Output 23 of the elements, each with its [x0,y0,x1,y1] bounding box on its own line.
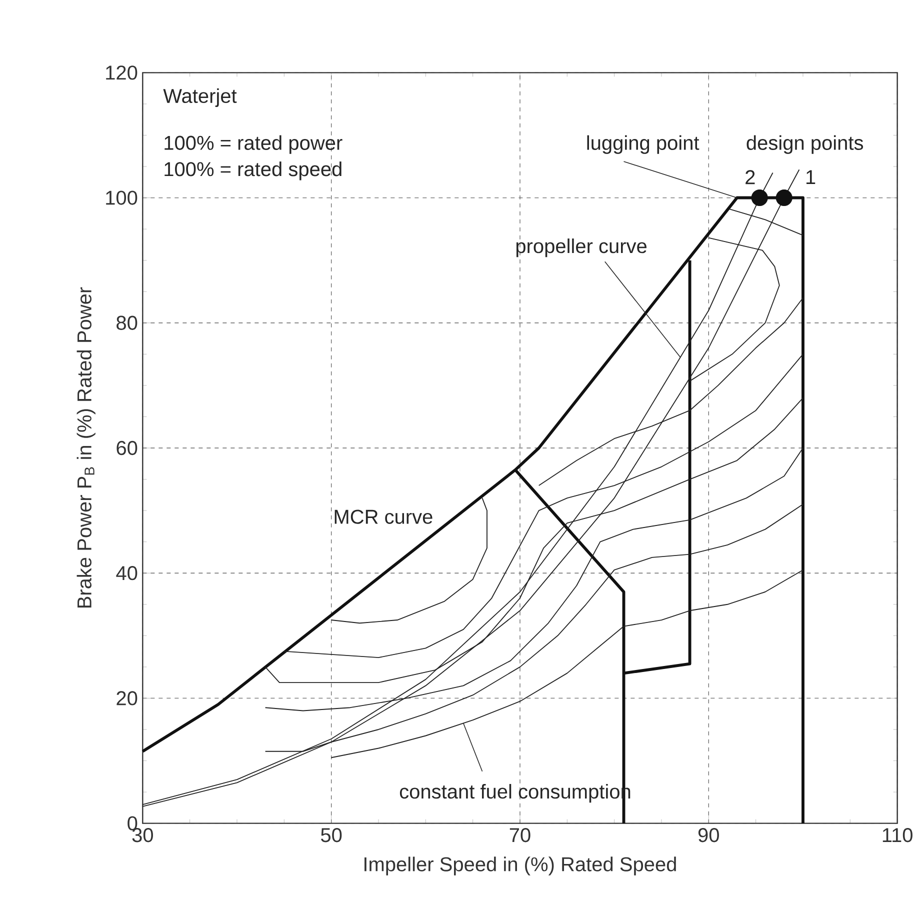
y-tick-label: 100 [106,190,138,205]
y-tick-label: 0 [128,816,138,830]
y-tick-label: 40 [116,566,138,580]
annotation: lugging point [587,135,700,154]
annotation: 100% = rated speed [164,162,342,180]
x-tick-label: 110 [882,828,912,842]
y-tick-label: 120 [106,66,138,80]
x-axis-title: Impeller Speed in (%) Rated Speed [364,856,676,876]
y-tick-label: 20 [116,691,138,706]
y-tick-label: 80 [116,316,138,330]
annotation: propeller curve [516,238,647,258]
x-tick-label: 70 [510,828,530,842]
annotation: Waterjet [163,88,237,107]
annotation: 1 [806,170,816,184]
annotation: design points [746,135,864,154]
x-tick-label: 50 [321,828,342,842]
x-tick-label: 30 [132,828,153,842]
y-axis-title: Brake Power P$_{B}$ in (%) Rated Power [76,287,96,608]
annotation: 2 [746,170,755,184]
annotation: MCR curve [334,510,432,524]
y-tick-label: 60 [116,440,138,456]
annotation: 100% = rated power [164,135,342,154]
x-tick-label: 90 [698,828,719,842]
